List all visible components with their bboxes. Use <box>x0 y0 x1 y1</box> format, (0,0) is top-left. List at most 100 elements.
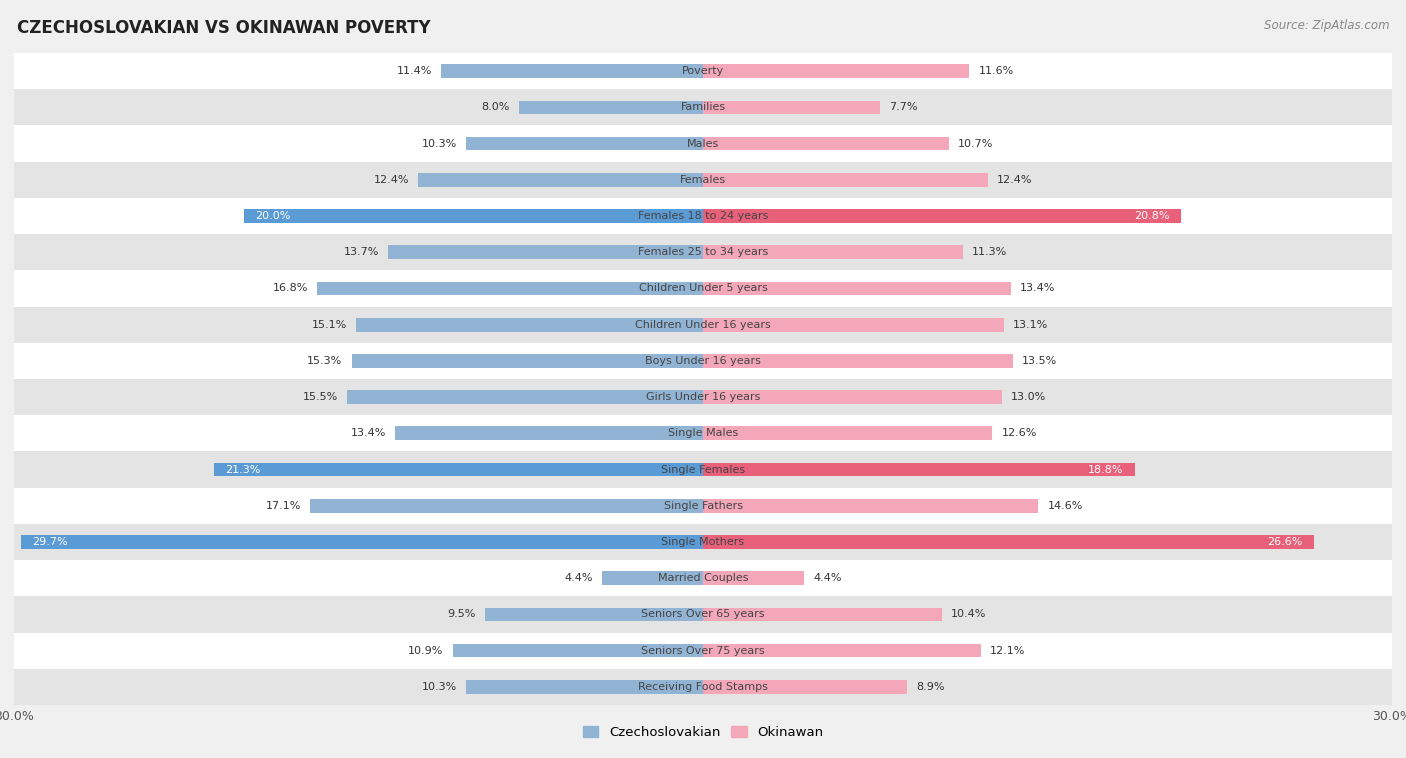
Bar <box>14 452 1392 487</box>
Bar <box>703 354 1012 368</box>
Bar <box>14 487 1392 524</box>
Text: 16.8%: 16.8% <box>273 283 308 293</box>
Text: 10.9%: 10.9% <box>408 646 443 656</box>
Text: Single Females: Single Females <box>661 465 745 475</box>
Text: 12.1%: 12.1% <box>990 646 1025 656</box>
Bar <box>243 209 703 223</box>
Legend: Czechoslovakian, Okinawan: Czechoslovakian, Okinawan <box>578 720 828 744</box>
Text: 21.3%: 21.3% <box>225 465 260 475</box>
Bar <box>703 390 1001 404</box>
Text: Seniors Over 75 years: Seniors Over 75 years <box>641 646 765 656</box>
Text: 4.4%: 4.4% <box>564 573 593 583</box>
Bar <box>14 306 1392 343</box>
Text: 8.0%: 8.0% <box>482 102 510 112</box>
Bar <box>703 607 942 622</box>
Text: 13.4%: 13.4% <box>350 428 387 438</box>
Bar <box>467 680 703 694</box>
Text: Married Couples: Married Couples <box>658 573 748 583</box>
Bar <box>703 318 1004 331</box>
Bar <box>467 136 703 151</box>
Bar <box>703 535 1313 549</box>
Text: Families: Families <box>681 102 725 112</box>
Text: Source: ZipAtlas.com: Source: ZipAtlas.com <box>1264 19 1389 32</box>
Bar <box>352 354 703 368</box>
Text: Single Fathers: Single Fathers <box>664 501 742 511</box>
Bar <box>14 343 1392 379</box>
Text: 13.0%: 13.0% <box>1011 392 1046 402</box>
Text: 15.3%: 15.3% <box>307 356 343 366</box>
Text: 13.7%: 13.7% <box>344 247 380 257</box>
Bar <box>356 318 703 331</box>
Bar <box>453 644 703 657</box>
Bar <box>485 607 703 622</box>
Text: 18.8%: 18.8% <box>1088 465 1123 475</box>
Text: 15.1%: 15.1% <box>312 320 347 330</box>
Text: 26.6%: 26.6% <box>1267 537 1302 547</box>
Text: 10.7%: 10.7% <box>957 139 993 149</box>
Bar <box>14 632 1392 669</box>
Text: 10.3%: 10.3% <box>422 139 457 149</box>
Text: Males: Males <box>688 139 718 149</box>
Bar <box>703 173 988 186</box>
Bar <box>14 271 1392 306</box>
Text: Receiving Food Stamps: Receiving Food Stamps <box>638 682 768 692</box>
Text: 11.4%: 11.4% <box>396 66 432 76</box>
Text: Seniors Over 65 years: Seniors Over 65 years <box>641 609 765 619</box>
Text: 4.4%: 4.4% <box>813 573 842 583</box>
Text: 9.5%: 9.5% <box>447 609 475 619</box>
Text: 15.5%: 15.5% <box>302 392 337 402</box>
Bar <box>703 281 1011 296</box>
Bar <box>703 209 1181 223</box>
Text: Females: Females <box>681 175 725 185</box>
Bar <box>14 53 1392 89</box>
Text: Children Under 16 years: Children Under 16 years <box>636 320 770 330</box>
Text: 20.8%: 20.8% <box>1133 211 1170 221</box>
Text: 7.7%: 7.7% <box>889 102 918 112</box>
Bar <box>14 161 1392 198</box>
Text: 11.3%: 11.3% <box>972 247 1007 257</box>
Bar <box>21 535 703 549</box>
Bar <box>14 560 1392 597</box>
Text: 13.1%: 13.1% <box>1012 320 1049 330</box>
Bar <box>703 462 1135 477</box>
Bar <box>388 246 703 259</box>
Text: 17.1%: 17.1% <box>266 501 301 511</box>
Bar <box>311 499 703 512</box>
Text: 11.6%: 11.6% <box>979 66 1014 76</box>
Text: Boys Under 16 years: Boys Under 16 years <box>645 356 761 366</box>
Bar <box>14 379 1392 415</box>
Text: Females 25 to 34 years: Females 25 to 34 years <box>638 247 768 257</box>
Bar <box>395 427 703 440</box>
Text: 12.4%: 12.4% <box>997 175 1032 185</box>
Text: 29.7%: 29.7% <box>32 537 67 547</box>
Bar <box>14 524 1392 560</box>
Bar <box>703 246 963 259</box>
Text: 14.6%: 14.6% <box>1047 501 1083 511</box>
Text: 13.5%: 13.5% <box>1022 356 1057 366</box>
Bar <box>703 427 993 440</box>
Bar <box>318 281 703 296</box>
Text: 8.9%: 8.9% <box>917 682 945 692</box>
Text: Females 18 to 24 years: Females 18 to 24 years <box>638 211 768 221</box>
Bar <box>703 136 949 151</box>
Bar <box>703 644 981 657</box>
Bar <box>14 669 1392 705</box>
Text: Single Males: Single Males <box>668 428 738 438</box>
Bar <box>703 499 1038 512</box>
Bar <box>214 462 703 477</box>
Bar <box>703 64 969 78</box>
Text: 13.4%: 13.4% <box>1019 283 1056 293</box>
Text: Girls Under 16 years: Girls Under 16 years <box>645 392 761 402</box>
Text: CZECHOSLOVAKIAN VS OKINAWAN POVERTY: CZECHOSLOVAKIAN VS OKINAWAN POVERTY <box>17 19 430 37</box>
Bar <box>347 390 703 404</box>
Text: Children Under 5 years: Children Under 5 years <box>638 283 768 293</box>
Text: Poverty: Poverty <box>682 66 724 76</box>
Bar <box>14 597 1392 632</box>
Text: 12.6%: 12.6% <box>1001 428 1036 438</box>
Bar <box>14 198 1392 234</box>
Text: 10.4%: 10.4% <box>950 609 987 619</box>
Bar <box>703 680 907 694</box>
Text: Single Mothers: Single Mothers <box>661 537 745 547</box>
Bar <box>441 64 703 78</box>
Bar <box>602 572 703 585</box>
